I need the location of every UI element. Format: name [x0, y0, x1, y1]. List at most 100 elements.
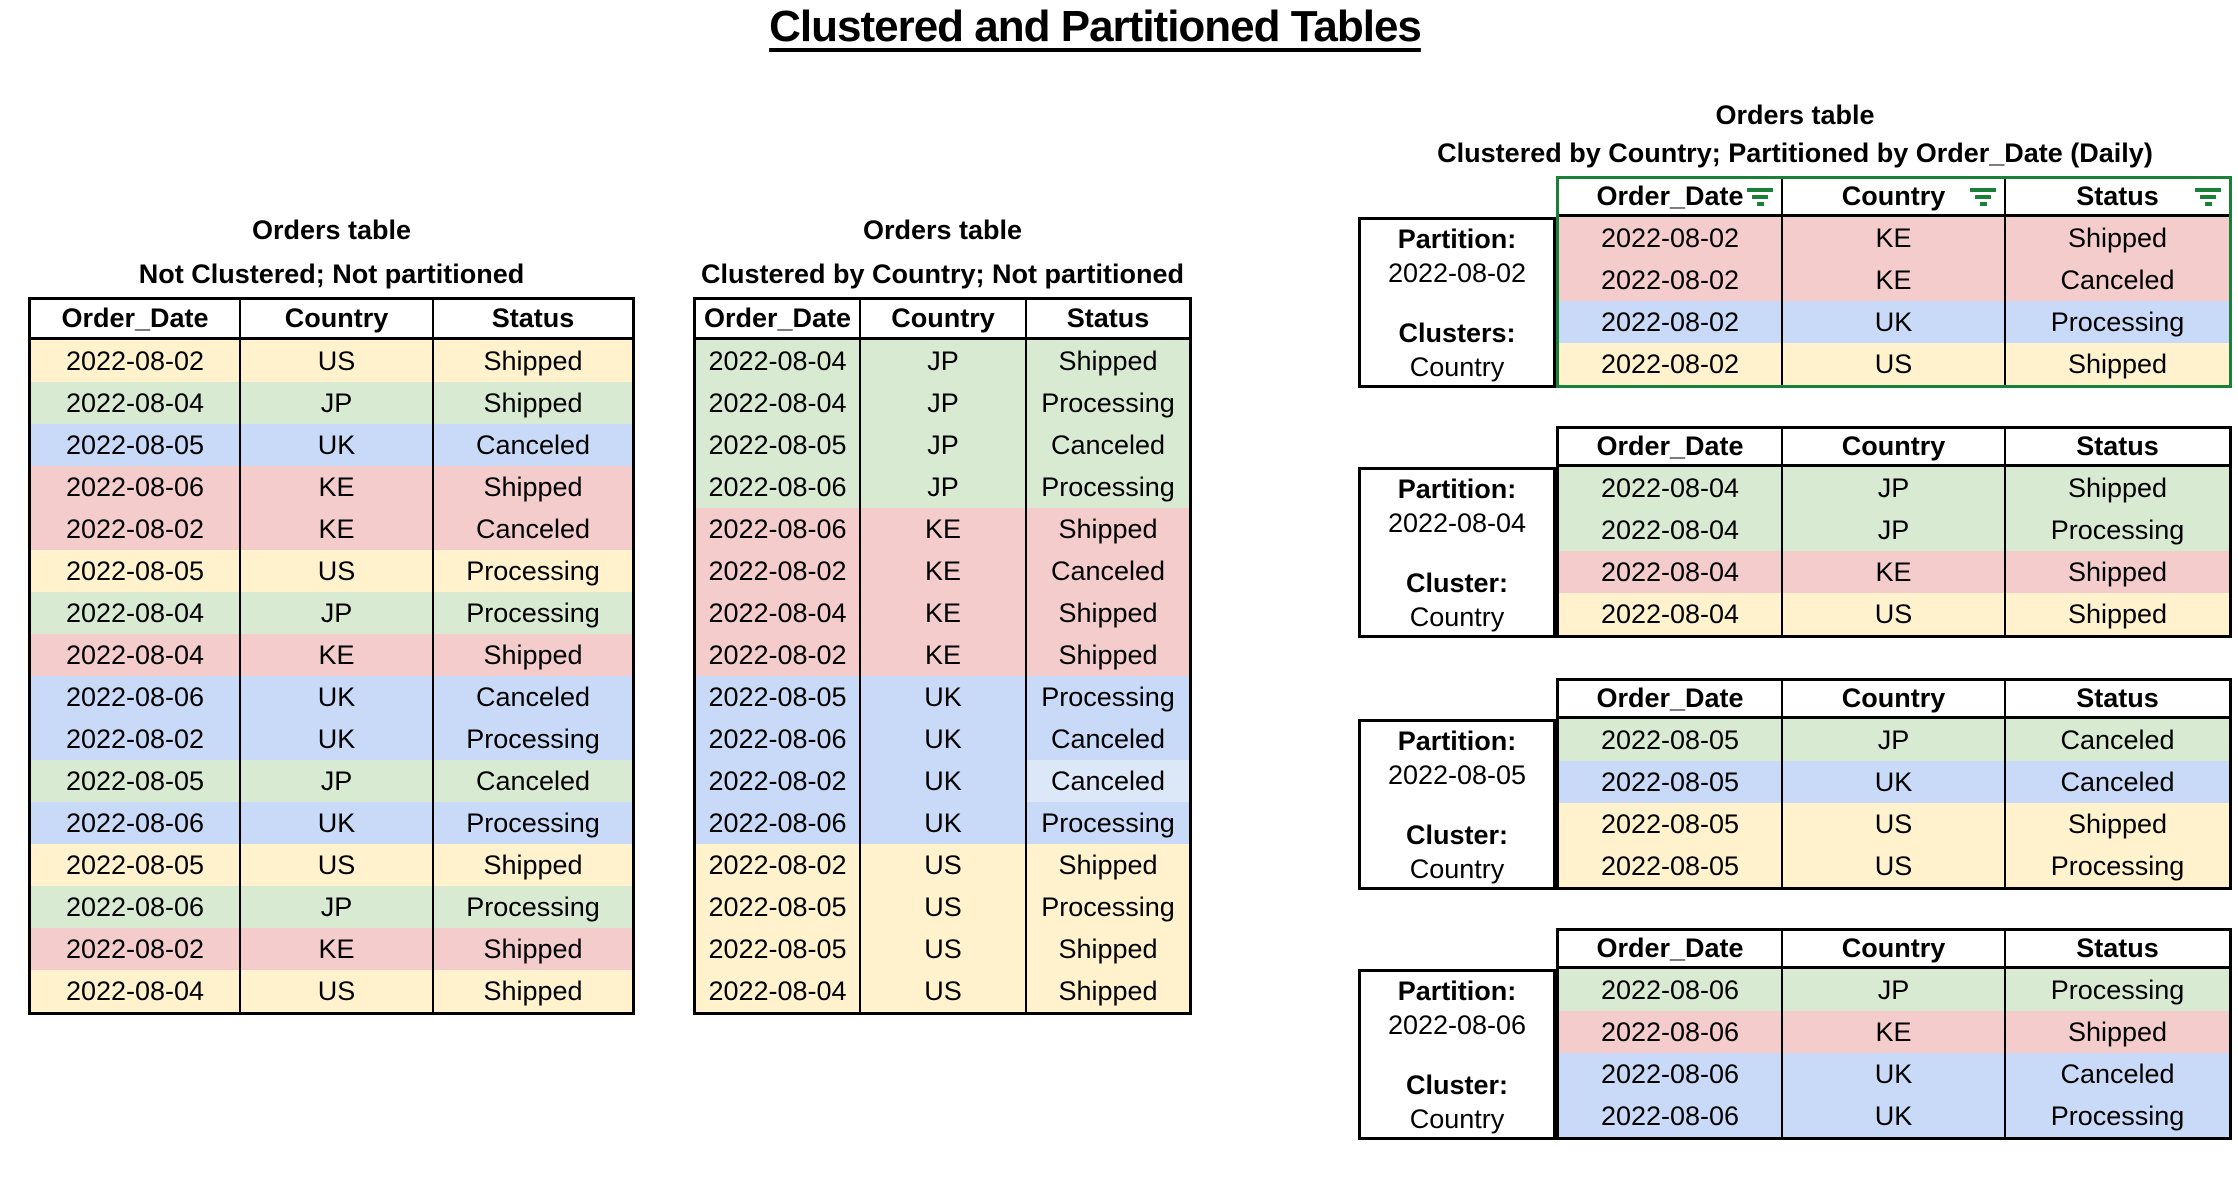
status-cell: Processing [1027, 676, 1189, 718]
order-date-cell: 2022-08-05 [696, 928, 861, 970]
table-row: 2022-08-04 JP Shipped [1559, 467, 2229, 509]
order-date-cell: 2022-08-05 [696, 676, 861, 718]
table-row: 2022-08-04 JP Processing [1559, 509, 2229, 551]
status-cell: Shipped [2006, 467, 2229, 509]
status-cell: Shipped [434, 928, 632, 970]
filter-icon-bar [1975, 194, 1991, 199]
table-header-row: Order_Date Country Status [1559, 681, 2229, 719]
column-header-status: Status [434, 300, 632, 337]
table-row: 2022-08-02 UK Processing [1559, 301, 2229, 343]
country-cell: JP [241, 886, 434, 928]
status-cell: Shipped [434, 340, 632, 382]
order-date-cell: 2022-08-02 [31, 340, 241, 382]
order-date-cell: 2022-08-06 [31, 802, 241, 844]
column-header-status: Status [1027, 300, 1189, 337]
country-cell: US [861, 844, 1027, 886]
column-header-label: Order_Date [1596, 181, 1744, 211]
order-date-cell: 2022-08-05 [1559, 719, 1783, 761]
order-date-cell: 2022-08-06 [696, 508, 861, 550]
page-title: Clustered and Partitioned Tables [769, 2, 1422, 51]
country-cell: JP [1783, 509, 2006, 551]
country-cell: US [241, 340, 434, 382]
country-cell: KE [1783, 551, 2006, 593]
order-date-cell: 2022-08-02 [31, 718, 241, 760]
table-row: 2022-08-05 US Processing [1559, 845, 2229, 887]
status-cell: Processing [2006, 969, 2229, 1011]
order-date-cell: 2022-08-04 [1559, 551, 1783, 593]
status-cell: Canceled [2006, 761, 2229, 803]
country-cell: UK [1783, 1095, 2006, 1137]
status-cell: Shipped [2006, 551, 2229, 593]
column-header-label: Status [1066, 303, 1150, 333]
country-cell: US [1783, 593, 2006, 635]
order-date-cell: 2022-08-06 [696, 466, 861, 508]
filter-icon-bar [2204, 201, 2212, 206]
status-cell: Processing [434, 550, 632, 592]
table-header-row: Order_Date Country Status [31, 300, 632, 340]
right-section-title: Orders table [1715, 100, 1875, 130]
column-header-status: Status [2006, 931, 2229, 966]
order-date-cell: 2022-08-04 [31, 592, 241, 634]
order-date-cell: 2022-08-04 [696, 340, 861, 382]
partition-label-box: Partition: 2022-08-06 Cluster: Country [1358, 969, 1556, 1140]
country-cell: KE [241, 508, 434, 550]
middle-table-subtitle: Clustered by Country; Not partitioned [700, 259, 1184, 289]
column-header-label: Order_Date [1596, 933, 1744, 963]
cluster-label: Cluster: [1405, 1069, 1508, 1100]
table-row: 2022-08-06 UK Processing [696, 802, 1189, 844]
cluster-value: Country [1409, 1103, 1505, 1134]
filter-icon-bar [1747, 187, 1773, 192]
column-header-status: Status [2006, 179, 2229, 214]
table-row: 2022-08-02 UK Canceled [696, 760, 1189, 802]
order-date-cell: 2022-08-05 [31, 550, 241, 592]
column-header-country: Country [1783, 931, 2006, 966]
order-date-cell: 2022-08-06 [31, 886, 241, 928]
order-date-cell: 2022-08-05 [1559, 803, 1783, 845]
order-date-cell: 2022-08-05 [1559, 761, 1783, 803]
filter-icon-bar [1756, 201, 1764, 206]
status-cell: Processing [2006, 1095, 2229, 1137]
column-header-label: Status [2076, 431, 2159, 461]
column-header-country: Country [1783, 681, 2006, 716]
filter-icon-bar [2195, 187, 2221, 192]
country-cell: UK [241, 676, 434, 718]
table-row: 2022-08-04 US Shipped [31, 970, 632, 1012]
country-cell: UK [1783, 301, 2006, 343]
partition-value: 2022-08-05 [1387, 759, 1527, 790]
status-cell: Processing [1027, 466, 1189, 508]
partition-label: Partition: [1397, 725, 1517, 756]
right-section-heading: Orders table Clustered by Country; Parti… [1358, 96, 2232, 172]
status-cell: Shipped [2006, 1011, 2229, 1053]
status-cell: Shipped [434, 970, 632, 1012]
partition-label: Partition: [1397, 975, 1517, 1006]
status-cell: Shipped [1027, 340, 1189, 382]
order-date-cell: 2022-08-04 [696, 970, 861, 1012]
column-header-label: Country [891, 303, 995, 333]
table-row: 2022-08-06 UK Canceled [696, 718, 1189, 760]
partition-label: Partition: [1397, 223, 1517, 254]
status-cell: Shipped [2006, 593, 2229, 635]
country-cell: US [241, 550, 434, 592]
table-row: 2022-08-02 UK Processing [31, 718, 632, 760]
order-date-cell: 2022-08-02 [696, 634, 861, 676]
country-cell: UK [861, 760, 1027, 802]
column-header-order_date: Order_Date [1559, 429, 1783, 464]
column-header-status: Status [2006, 429, 2229, 464]
status-cell: Processing [2006, 509, 2229, 551]
status-cell: Canceled [2006, 1053, 2229, 1095]
column-header-label: Order_Date [1596, 683, 1744, 713]
country-cell: KE [861, 592, 1027, 634]
country-cell: KE [1783, 259, 2006, 301]
country-cell: UK [1783, 1053, 2006, 1095]
order-date-cell: 2022-08-06 [31, 676, 241, 718]
table-row: 2022-08-05 US Shipped [696, 928, 1189, 970]
filter-icon [1746, 186, 1774, 208]
status-cell: Processing [434, 718, 632, 760]
table-row: 2022-08-02 KE Shipped [696, 634, 1189, 676]
table-row: 2022-08-02 KE Shipped [1559, 217, 2229, 259]
country-cell: US [1783, 803, 2006, 845]
status-cell: Shipped [1027, 592, 1189, 634]
status-cell: Shipped [1027, 634, 1189, 676]
status-cell: Shipped [434, 382, 632, 424]
order-date-cell: 2022-08-06 [31, 466, 241, 508]
